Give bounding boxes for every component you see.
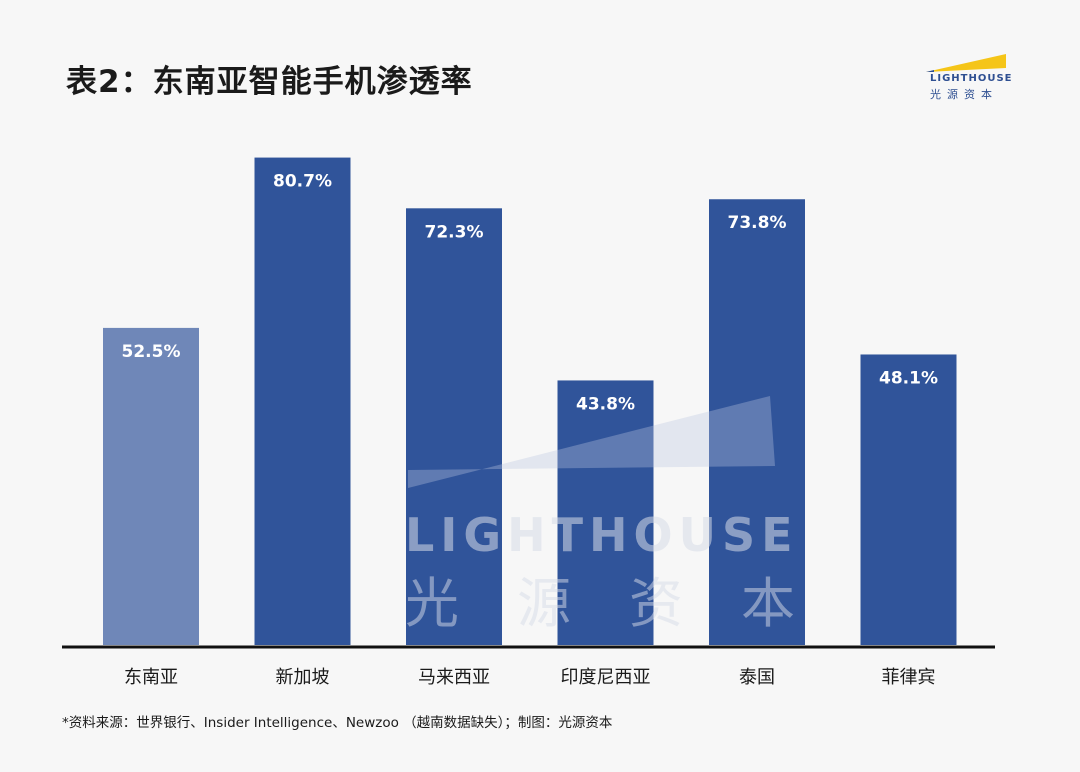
bar-value-label: 43.8%: [576, 394, 635, 414]
logo-text-cn: 光源资本: [930, 88, 998, 101]
watermark-cn: 光源资本: [405, 572, 853, 635]
watermark-en: LIGHTHOUSE: [405, 508, 799, 562]
watermark: LIGHTHOUSE 光源资本: [405, 396, 853, 635]
category-label: 印度尼西亚: [561, 667, 651, 688]
bar-value-label: 52.5%: [122, 342, 181, 362]
bar-5: [860, 354, 957, 645]
bar-2: [406, 208, 502, 646]
chart-title: 表2：东南亚智能手机渗透率: [66, 64, 473, 100]
lighthouse-logo-icon: [926, 54, 1006, 72]
category-label: 新加坡: [276, 667, 330, 688]
category-label: 泰国: [739, 667, 775, 688]
bar-0: [103, 327, 199, 645]
bar-4: [709, 199, 805, 646]
bar-value-label: 80.7%: [273, 172, 332, 192]
bars-layer: [103, 157, 957, 646]
bar-value-label: 72.3%: [425, 222, 484, 242]
bar-value-label: 73.8%: [728, 213, 787, 233]
category-label: 菲律宾: [882, 667, 936, 688]
bar-1: [254, 157, 351, 645]
footnote: *资料来源：世界银行、Insider Intelligence、Newzoo （…: [62, 715, 613, 731]
labels-layer: 52.5% 东南亚 80.7% 新加坡 72.3% 马来西亚 43.8% 印度尼西亚 73.8%…: [122, 172, 938, 688]
bar-value-label: 48.1%: [879, 368, 938, 388]
category-label: 马来西亚: [418, 667, 490, 688]
category-label: 东南亚: [124, 667, 178, 688]
bar-3: [557, 380, 654, 645]
logo-text-en: LIGHTHOUSE: [930, 73, 1013, 84]
